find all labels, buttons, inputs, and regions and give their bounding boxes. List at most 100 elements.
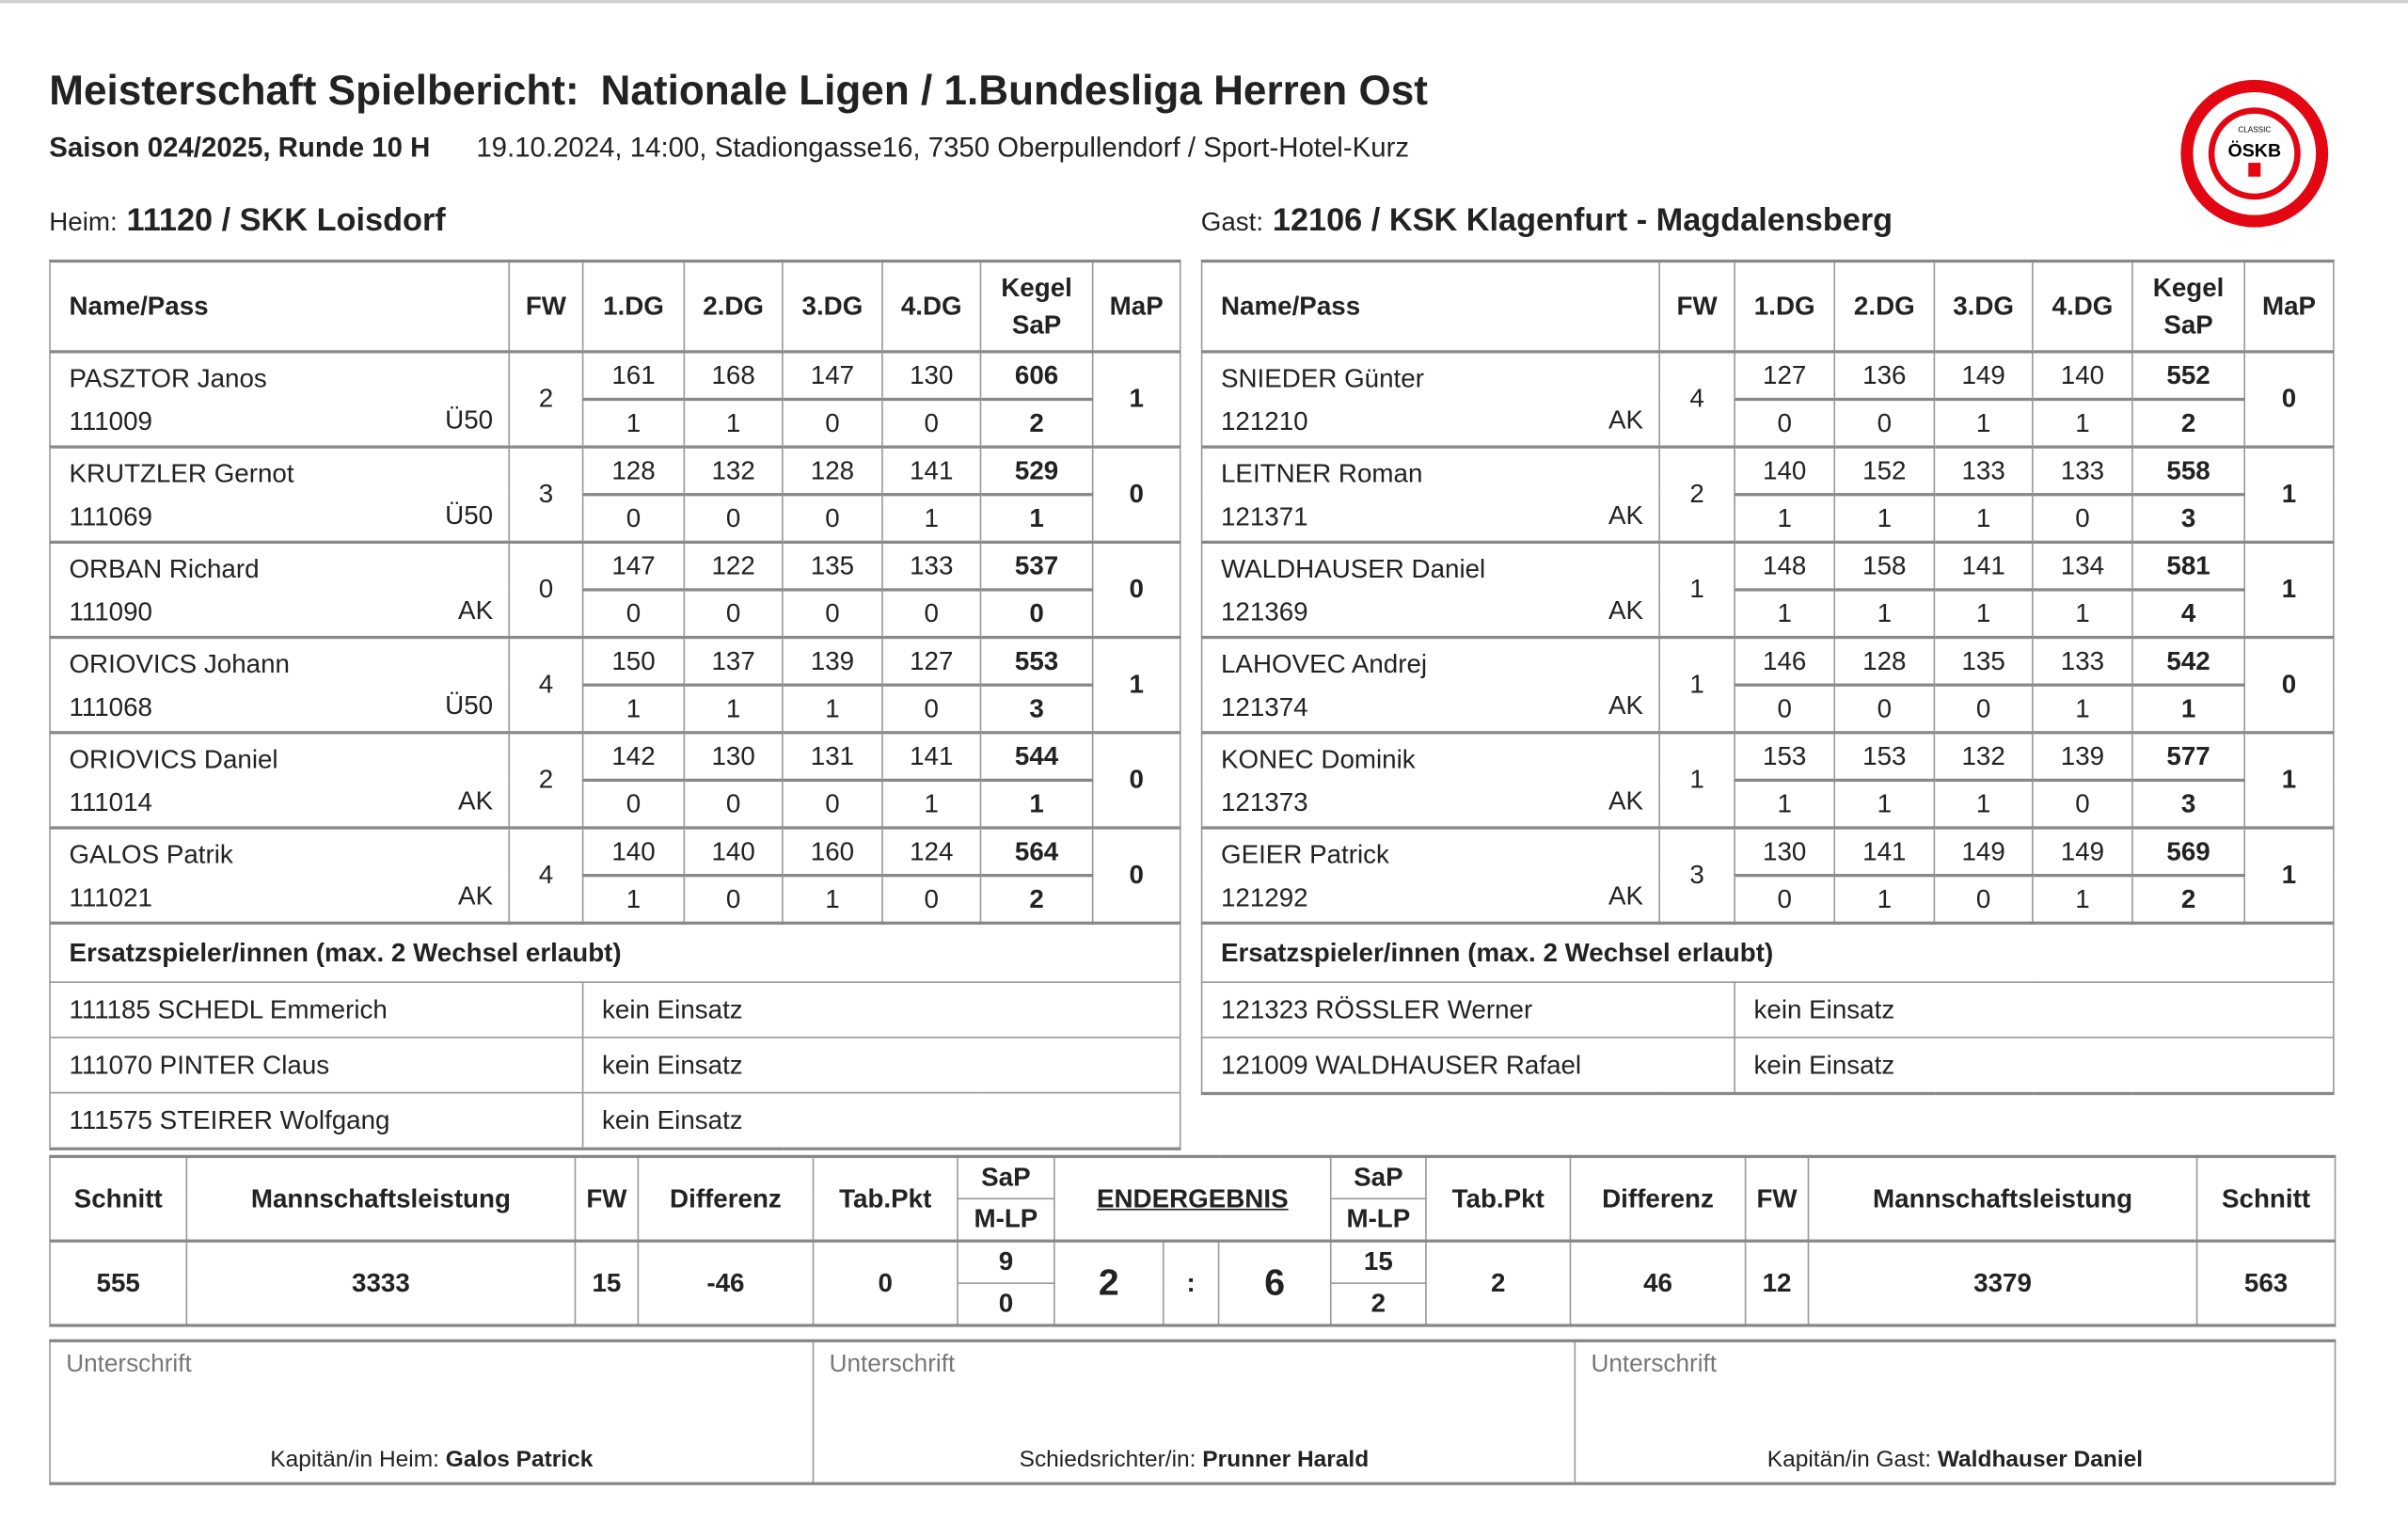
player-fw: 0 (508, 540, 584, 639)
subs-header-row: Ersatzspieler/innen (max. 2 Wechsel erla… (49, 921, 1181, 983)
dg-score: 134 (2032, 540, 2133, 592)
home-tabpkt: 0 (812, 1240, 958, 1326)
map-header: MaP (2243, 260, 2335, 354)
guest-label: Gast: (1200, 207, 1264, 237)
dg-score: 149 (1933, 826, 2034, 878)
player-name-cell: GEIER Patrick 121292 AK (1200, 826, 1660, 925)
sap-total: 0 (979, 589, 1094, 639)
guest-mlp: 2 (1329, 1282, 1427, 1326)
sub-player: 111575 STEIRER Wolfgang (49, 1091, 584, 1150)
sub-row: 111185 SCHEDL Emmerich kein Einsatz (49, 981, 1181, 1038)
sub-row: 121323 RÖSSLER Werner kein Einsatz (1200, 981, 2335, 1038)
dg-sap: 1 (1734, 493, 1836, 544)
sub-player: 121009 WALDHAUSER Rafael (1200, 1037, 1735, 1096)
dg-sap: 1 (1734, 779, 1836, 829)
dg2-header: 2.DG (1833, 260, 1936, 354)
dg-score: 140 (2032, 350, 2133, 402)
dg-sap: 1 (1933, 398, 2034, 448)
dg-sap: 1 (1833, 779, 1936, 829)
guest-diff-header: Differenz (1569, 1155, 1747, 1243)
kegel-label: Kegel (2152, 272, 2225, 302)
dg-score: 146 (1734, 635, 1836, 687)
player-name-cell: SNIEDER Günter 121210 AK (1200, 350, 1660, 448)
player-class: AK (1608, 595, 1643, 626)
dg-score: 130 (1734, 826, 1836, 878)
home-leistung-header: Mannschaftsleistung (185, 1155, 577, 1243)
player-name: GALOS Patrik (69, 840, 233, 870)
signature-label: Unterschrift (1591, 1351, 1718, 1378)
kegel-total: 529 (979, 445, 1094, 497)
signature-name: Galos Patrick (445, 1447, 594, 1473)
summary-table: Schnitt Mannschaftsleistung FW Differenz… (49, 1154, 2337, 1327)
player-map: 1 (1091, 350, 1181, 448)
dg-sap: 0 (881, 874, 982, 925)
player-name: LEITNER Roman (1220, 459, 1423, 489)
dg-score: 140 (683, 826, 784, 878)
guest-mlp-header: M-LP (1329, 1197, 1427, 1243)
player-map: 0 (1091, 731, 1181, 829)
player-map: 1 (2243, 445, 2335, 544)
date-venue: 19.10.2024, 14:00, Stadiongasse16, 7350 … (476, 132, 1410, 164)
dg-sap: 0 (581, 779, 686, 829)
dg1-header: 1.DG (1734, 260, 1836, 354)
dg-sap: 1 (881, 779, 982, 829)
signature-role: Kapitän/in Heim: (270, 1447, 439, 1473)
dg-sap: 1 (1833, 589, 1936, 639)
player-class: Ü50 (445, 405, 494, 436)
player-name-cell: LAHOVEC Andrej 121374 AK (1200, 635, 1660, 734)
map-header: MaP (1091, 260, 1181, 354)
sub-row: 111070 PINTER Claus kein Einsatz (49, 1037, 1181, 1094)
dg-sap: 0 (581, 589, 686, 639)
dg1-header: 1.DG (581, 260, 686, 354)
player-row: ORIOVICS Daniel 111014 AK 2 142 130 131 141 544 0 (49, 731, 1181, 829)
sap-total: 3 (2131, 779, 2246, 829)
player-fw: 2 (1658, 445, 1735, 544)
kegel-total: 552 (2131, 350, 2246, 402)
dg4-header: 4.DG (881, 260, 982, 354)
player-row: SNIEDER Günter 121210 AK 4 127 136 149 140 552 0 (1200, 350, 2335, 448)
sap-total: 2 (2131, 398, 2246, 448)
dg-score: 132 (683, 445, 784, 497)
player-fw: 3 (508, 445, 584, 544)
dg-sap: 0 (2032, 779, 2133, 829)
kegel-total: 542 (2131, 635, 2246, 687)
dg-sap: 1 (683, 398, 784, 448)
guest-schnitt-header: Schnitt (2195, 1155, 2337, 1243)
player-pass: 121373 (1220, 787, 1308, 817)
signature-home[interactable]: Unterschrift Kapitän/in Heim: Galos Patri… (49, 1340, 815, 1485)
dg-score: 149 (2032, 826, 2133, 878)
dg-sap: 0 (1734, 684, 1836, 734)
fw-header: FW (508, 260, 584, 354)
dg-sap: 0 (683, 493, 784, 544)
guest-team-name: 12106 / KSK Klagenfurt - Magdalensberg (1272, 202, 1893, 239)
sub-status: kein Einsatz (581, 1091, 1181, 1150)
sub-player: 111070 PINTER Claus (49, 1037, 584, 1094)
player-pass: 121210 (1220, 406, 1308, 436)
player-row: KONEC Dominik 121373 AK 1 153 153 132 139 577 1 (1200, 731, 2335, 829)
dg-score: 131 (782, 731, 883, 783)
player-fw: 4 (508, 826, 584, 925)
season-round: Saison 024/2025, Runde 10 H (49, 132, 431, 164)
kegel-total: 581 (2131, 540, 2246, 592)
player-fw: 2 (508, 350, 584, 448)
player-fw: 1 (1658, 540, 1735, 639)
fw-header: FW (1658, 260, 1735, 354)
dg-score: 153 (1734, 731, 1836, 783)
player-name-cell: KONEC Dominik 121373 AK (1200, 731, 1660, 829)
player-name-cell: KRUTZLER Gernot 111069 Ü50 (49, 445, 511, 544)
sap-total: 2 (2131, 874, 2246, 925)
guest-schnitt: 563 (2195, 1240, 2337, 1326)
dg-score: 127 (1734, 350, 1836, 402)
signature-referee[interactable]: Unterschrift Schiedsrichter/in: Prunner H… (812, 1340, 1576, 1485)
dg-sap: 1 (1933, 493, 2034, 544)
home-diff: -46 (637, 1240, 815, 1326)
signature-label: Unterschrift (66, 1351, 192, 1378)
player-pass: 111009 (69, 406, 152, 436)
oskb-logo: CLASSIC ÖSKB (2180, 79, 2329, 228)
kegel-total: 553 (979, 635, 1094, 687)
signature-guest[interactable]: Unterschrift Kapitän/in Gast: Waldhauser … (1574, 1340, 2337, 1485)
player-pass: 121374 (1220, 692, 1308, 722)
dg-score: 153 (1833, 731, 1936, 783)
